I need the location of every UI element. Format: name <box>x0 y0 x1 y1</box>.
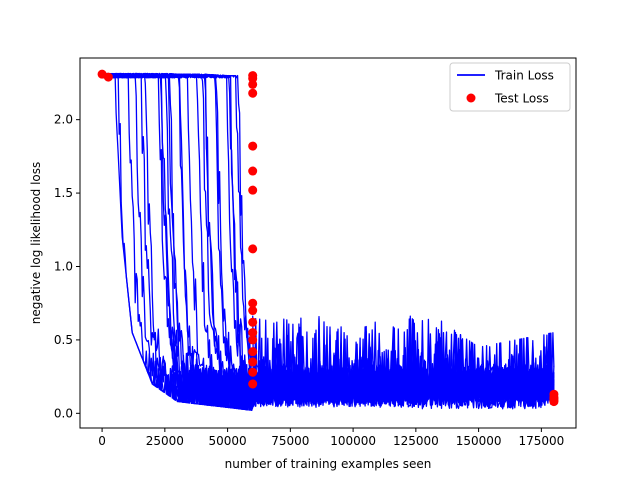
y-tick-label: 0.0 <box>54 406 73 420</box>
train-loss-series <box>101 72 555 411</box>
test-loss-point <box>248 317 258 327</box>
x-axis: 0 25000 50000 75000 100000 125000 150000 175000 <box>98 428 564 448</box>
y-tick-label: 1.5 <box>54 186 73 200</box>
test-loss-point <box>248 328 258 338</box>
test-loss-point <box>248 141 258 151</box>
test-loss-point <box>248 306 258 316</box>
y-axis-label: negative log likelihood loss <box>29 162 43 325</box>
test-loss-point <box>248 357 258 367</box>
test-loss-point <box>248 347 258 357</box>
test-loss-point <box>248 166 258 176</box>
y-axis: 0.0 0.5 1.0 1.5 2.0 <box>54 113 80 420</box>
x-tick-label: 0 <box>98 434 106 448</box>
test-loss-point <box>248 185 258 195</box>
legend-test-label: Test Loss <box>494 92 549 106</box>
test-loss-point <box>248 88 258 98</box>
train-loss-line <box>101 72 555 410</box>
test-loss-point <box>248 367 258 377</box>
test-loss-point <box>103 72 113 82</box>
x-tick-label: 50000 <box>209 434 247 448</box>
legend-train-label: Train Loss <box>494 69 554 83</box>
legend: Train Loss Test Loss <box>449 62 571 112</box>
test-loss-point <box>549 397 559 407</box>
test-loss-point <box>248 79 258 89</box>
test-loss-point <box>248 298 258 308</box>
x-tick-label: 150000 <box>456 434 502 448</box>
x-axis-label: number of training examples seen <box>225 457 432 471</box>
x-tick-label: 25000 <box>146 434 184 448</box>
test-loss-point <box>248 335 258 345</box>
axes-frame <box>79 57 577 429</box>
x-tick-label: 100000 <box>330 434 376 448</box>
test-loss-point <box>248 379 258 389</box>
x-tick-label: 175000 <box>518 434 564 448</box>
x-tick-label: 125000 <box>393 434 439 448</box>
test-loss-point <box>248 244 258 254</box>
y-tick-label: 1.0 <box>54 259 73 273</box>
y-tick-label: 2.0 <box>54 113 73 127</box>
test-loss-series <box>97 69 559 407</box>
x-tick-label: 75000 <box>271 434 309 448</box>
y-tick-label: 0.5 <box>54 333 73 347</box>
legend-test-marker <box>466 93 476 103</box>
